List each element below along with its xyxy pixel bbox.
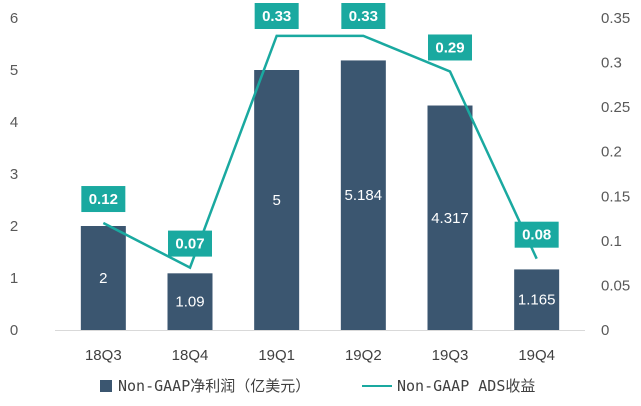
left-axis-ticks: 0 1 2 3 4 5 6: [10, 10, 18, 339]
eps-value-label: 0.33: [349, 8, 378, 25]
right-axis-ticks: 0 0.05 0.1 0.15 0.2 0.25 0.3 0.35: [601, 10, 630, 339]
bar-series: [80, 60, 560, 331]
eps-value-label: 0.08: [522, 227, 551, 244]
left-tick-label: 3: [10, 166, 18, 183]
right-tick-label: 0.15: [601, 188, 630, 205]
legend: Non-GAAP净利润（亿美元） Non-GAAP ADS收益: [100, 377, 535, 395]
eps-label-box: 0.29: [428, 34, 472, 61]
left-tick-label: 4: [10, 114, 18, 131]
legend-bar-label: Non-GAAP净利润（亿美元）: [118, 377, 310, 395]
eps-label-background: [341, 3, 386, 29]
x-tick-label: 19Q3: [432, 347, 469, 364]
bar-18Q3: [80, 226, 126, 330]
eps-line: [102, 34, 538, 270]
left-tick-label: 2: [10, 218, 18, 235]
right-tick-label: 0.3: [601, 55, 622, 72]
legend-line-label: Non-GAAP ADS收益: [397, 377, 535, 395]
eps-label-background: [168, 230, 212, 257]
eps-value-label: 0.12: [89, 191, 118, 208]
right-tick-label: 0.35: [601, 10, 630, 27]
x-tick-label: 19Q4: [518, 347, 555, 364]
left-tick-label: 5: [10, 62, 18, 79]
bar-value-label: 1.165: [518, 292, 556, 309]
bar-19Q4: [514, 269, 560, 330]
eps-value-label: 0.29: [435, 39, 464, 56]
x-tick-label: 19Q2: [345, 347, 382, 364]
eps-value-label: 0.07: [175, 236, 204, 253]
right-tick-label: 0.25: [601, 99, 630, 116]
eps-label-box: 0.33: [254, 3, 299, 29]
eps-label-background: [514, 221, 559, 248]
bar-18Q4: [167, 273, 213, 330]
bar-value-label: 5: [272, 192, 280, 209]
eps-label-background: [428, 34, 472, 61]
right-tick-label: 0.1: [601, 233, 622, 250]
bar-19Q1: [254, 70, 300, 330]
eps-label-background: [81, 186, 126, 213]
eps-value-label: 0.33: [262, 8, 291, 25]
eps-label-background: [254, 3, 299, 29]
eps-label-box: 0.12: [81, 186, 126, 213]
right-tick-label: 0.05: [601, 277, 630, 294]
bar-value-label: 5.184: [345, 187, 383, 204]
bar-19Q2: [340, 60, 386, 330]
eps-data-labels: 0.12 0.07 0.33 0.33 0.29 0.08: [81, 3, 559, 257]
eps-label-box: 0.07: [168, 230, 212, 257]
bar-value-label: 2: [99, 270, 107, 287]
right-tick-label: 0.2: [601, 144, 622, 161]
right-tick-label: 0: [601, 322, 609, 339]
eps-label-box: 0.08: [514, 221, 559, 248]
bar-19Q3: [427, 105, 473, 331]
x-tick-label: 19Q1: [258, 347, 295, 364]
x-tick-label: 18Q3: [85, 347, 122, 364]
bar-data-labels: 2 1.09 5 5.184 4.317 1.165: [99, 187, 555, 310]
x-axis-ticks: 18Q3 18Q4 19Q1 19Q2 19Q3 19Q4: [85, 347, 555, 364]
legend-bar-swatch: [100, 380, 112, 392]
left-tick-label: 6: [10, 10, 18, 27]
x-tick-label: 18Q4: [172, 347, 209, 364]
left-tick-label: 1: [10, 270, 18, 287]
bar-value-label: 1.09: [175, 294, 204, 311]
bar-value-label: 4.317: [431, 210, 469, 227]
eps-label-box: 0.33: [341, 3, 386, 29]
left-tick-label: 0: [10, 322, 18, 339]
